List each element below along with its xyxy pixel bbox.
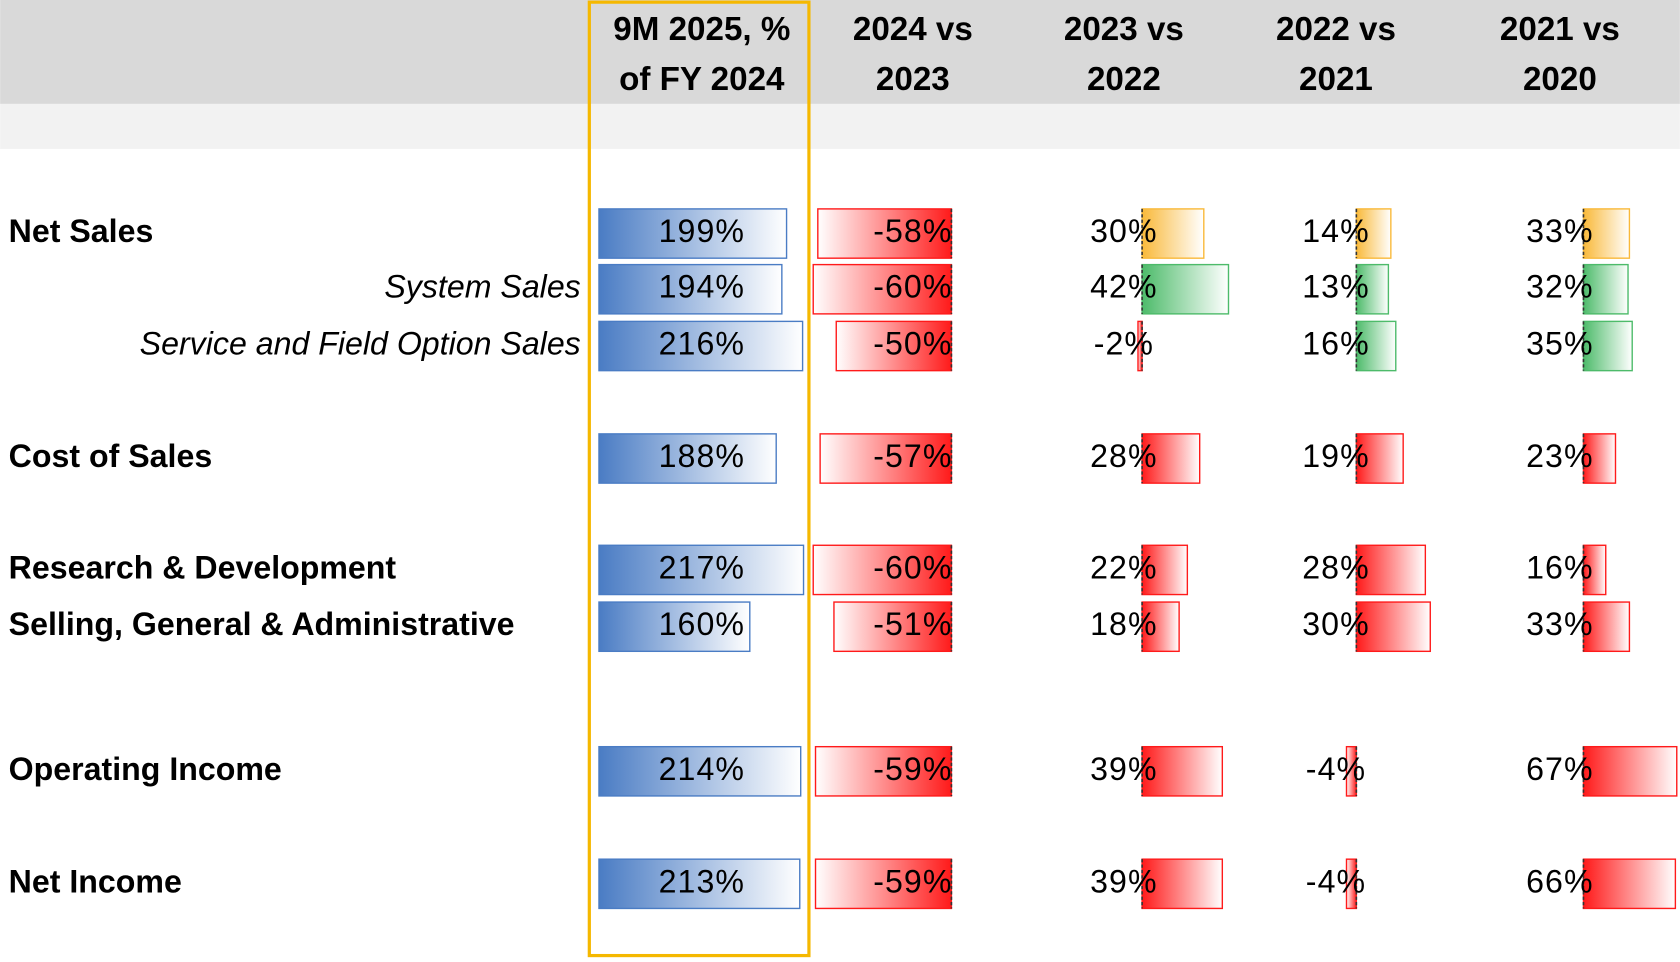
value-label: 66% bbox=[1526, 863, 1594, 899]
column-header: 2023 bbox=[876, 61, 950, 98]
data-bar bbox=[598, 433, 777, 484]
data-bar bbox=[812, 263, 953, 315]
row-label: Net Sales bbox=[9, 213, 154, 249]
row-label: Selling, General & Administrative bbox=[9, 606, 515, 642]
value-label: -4% bbox=[1306, 863, 1366, 899]
value-label: -51% bbox=[873, 606, 952, 642]
value-label: 39% bbox=[1090, 751, 1158, 787]
data-bar bbox=[598, 320, 804, 372]
data-bar bbox=[1355, 320, 1397, 372]
header-band bbox=[0, 0, 1680, 104]
value-label: 194% bbox=[659, 269, 745, 305]
data-bar bbox=[1582, 601, 1631, 653]
value-label: 42% bbox=[1090, 269, 1158, 305]
row-label: Research & Development bbox=[9, 549, 397, 585]
value-label: -60% bbox=[873, 269, 952, 305]
value-label: 14% bbox=[1302, 213, 1370, 249]
value-label: 13% bbox=[1302, 269, 1370, 305]
data-bar bbox=[1141, 544, 1189, 596]
header-sub-band bbox=[0, 103, 1680, 149]
value-label: 32% bbox=[1526, 269, 1594, 305]
value-label: 67% bbox=[1526, 751, 1594, 787]
value-label: 28% bbox=[1090, 438, 1158, 474]
column-header: of FY 2024 bbox=[619, 61, 785, 98]
value-label: 35% bbox=[1526, 326, 1594, 362]
value-label: 33% bbox=[1526, 213, 1594, 249]
value-label: -2% bbox=[1094, 326, 1154, 362]
value-label: 30% bbox=[1302, 606, 1370, 642]
data-bar bbox=[835, 320, 953, 372]
data-bar bbox=[814, 745, 953, 797]
value-label: 30% bbox=[1090, 213, 1158, 249]
data-bar bbox=[1141, 208, 1205, 259]
data-bar bbox=[1141, 601, 1180, 653]
data-bar bbox=[1582, 433, 1617, 484]
value-label: 188% bbox=[659, 438, 745, 474]
value-label: 39% bbox=[1090, 863, 1158, 899]
value-label: 216% bbox=[659, 326, 745, 362]
data-bar bbox=[1355, 433, 1404, 484]
column-header: 2022 bbox=[1087, 61, 1161, 98]
value-label: 33% bbox=[1526, 606, 1594, 642]
column-header: 2024 vs bbox=[853, 11, 973, 48]
value-label: 160% bbox=[659, 606, 745, 642]
data-bar bbox=[817, 208, 953, 259]
value-label: 19% bbox=[1302, 438, 1370, 474]
value-label: 28% bbox=[1302, 549, 1370, 585]
row-label: Net Income bbox=[9, 863, 182, 899]
value-label: 23% bbox=[1526, 438, 1594, 474]
data-bar bbox=[598, 263, 783, 315]
value-label: 217% bbox=[659, 549, 745, 585]
column-header: 2020 bbox=[1523, 61, 1597, 98]
value-label: -60% bbox=[873, 549, 952, 585]
data-bar bbox=[833, 601, 953, 653]
value-label: 16% bbox=[1302, 326, 1370, 362]
data-bar bbox=[1582, 263, 1629, 315]
data-bar bbox=[819, 433, 953, 484]
value-label: -59% bbox=[873, 751, 952, 787]
data-bar bbox=[1355, 208, 1392, 259]
row-label: System Sales bbox=[384, 269, 580, 305]
value-label: 213% bbox=[659, 863, 745, 899]
column-header: 2021 vs bbox=[1500, 11, 1620, 48]
value-label: -4% bbox=[1306, 751, 1366, 787]
value-label: 22% bbox=[1090, 549, 1158, 585]
value-label: -59% bbox=[873, 863, 952, 899]
data-bar bbox=[1582, 745, 1678, 797]
data-bar bbox=[1141, 433, 1201, 484]
value-label: 214% bbox=[659, 751, 745, 787]
data-bar bbox=[812, 544, 953, 596]
row-label: Operating Income bbox=[9, 751, 282, 787]
column-header: 2022 vs bbox=[1276, 11, 1396, 48]
data-bar bbox=[814, 858, 953, 910]
content: 9M 2025, % of FY 2024 2024 vs 2023 2023 vs 20… bbox=[9, 11, 1678, 910]
row-label: Service and Field Option Sales bbox=[140, 326, 581, 362]
value-label: 199% bbox=[659, 213, 745, 249]
column-header: 9M 2025, % bbox=[613, 11, 790, 48]
highlight-frame bbox=[587, 0, 811, 958]
data-bar bbox=[598, 544, 805, 596]
column-header: 2023 vs bbox=[1064, 11, 1184, 48]
row-label: Cost of Sales bbox=[9, 438, 213, 474]
value-label: -57% bbox=[873, 438, 952, 474]
data-bar bbox=[1141, 263, 1230, 315]
value-label: 16% bbox=[1526, 549, 1594, 585]
value-label: 18% bbox=[1090, 606, 1158, 642]
data-bar bbox=[1355, 263, 1390, 315]
data-bar bbox=[598, 601, 751, 653]
value-label: -50% bbox=[873, 326, 952, 362]
column-header: 2021 bbox=[1299, 61, 1373, 98]
data-bar bbox=[1141, 745, 1224, 797]
data-bar bbox=[598, 208, 788, 259]
data-bar bbox=[598, 858, 801, 910]
data-bar bbox=[1141, 858, 1224, 910]
value-label: -58% bbox=[873, 213, 952, 249]
data-bar bbox=[1582, 858, 1677, 910]
data-bar bbox=[1582, 208, 1631, 259]
data-bar bbox=[598, 745, 802, 797]
data-bar bbox=[1355, 544, 1427, 596]
